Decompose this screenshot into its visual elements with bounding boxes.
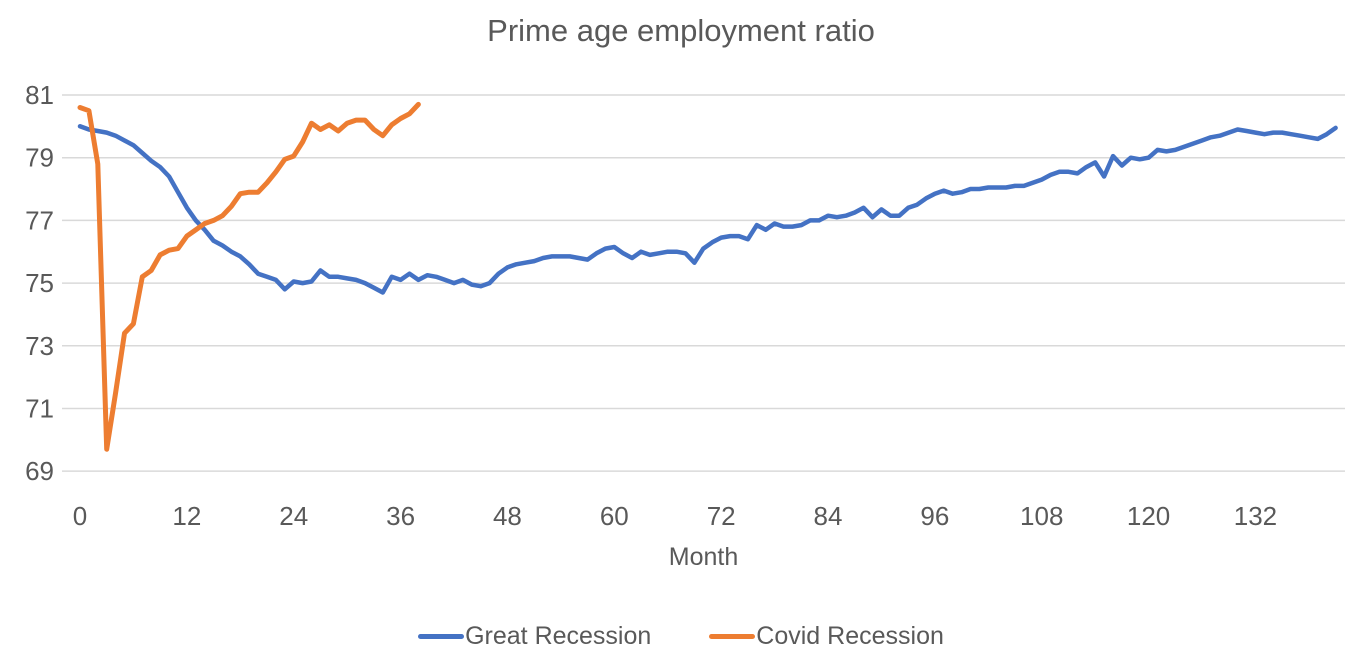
y-tick-label-73: 73 [25,331,54,361]
x-tick-label-96: 96 [920,501,949,531]
x-tick-label-12: 12 [172,501,201,531]
y-tick-label-77: 77 [25,205,54,235]
chart-title: Prime age employment ratio [487,13,875,48]
x-tick-label-120: 120 [1127,501,1170,531]
y-tick-label-71: 71 [25,393,54,423]
x-tick-label-24: 24 [279,501,308,531]
x-tick-label-108: 108 [1020,501,1063,531]
covid-recession-line-series [77,101,421,452]
legend-item-covid-recession: Covid Recession [709,622,944,651]
x-tick-label-72: 72 [707,501,736,531]
x-tick-label-0: 0 [73,501,87,531]
covid-recession-line-swatch-icon [709,634,756,639]
y-tick-label-75: 75 [25,268,54,298]
great-recession-line-series [77,124,1338,295]
x-tick-label-48: 48 [493,501,522,531]
x-tick-label-132: 132 [1234,501,1277,531]
x-axis-title: Month [668,543,739,571]
chart-legend: Great Recession Covid Recession [0,622,1362,651]
y-tick-label-81: 81 [25,80,54,110]
x-tick-label-36: 36 [386,501,415,531]
great-recession-line-swatch-icon [418,634,465,639]
x-tick-label-60: 60 [600,501,629,531]
legend-label-covid-recession: Covid Recession [756,622,944,650]
x-tick-label-84: 84 [814,501,843,531]
legend-label-great-recession: Great Recession [465,622,652,650]
y-tick-label-79: 79 [25,143,54,173]
y-tick-label-69: 69 [25,456,54,486]
legend-item-great-recession: Great Recession [418,622,651,651]
